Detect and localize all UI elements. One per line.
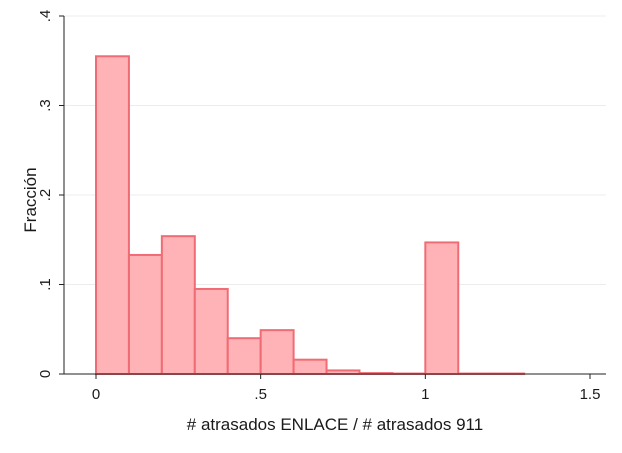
histogram-bar [424, 241, 460, 375]
x-tick-label: 1 [421, 386, 429, 403]
y-axis-title: Fracción [21, 167, 40, 232]
x-tick-label: 1.5 [580, 386, 601, 403]
x-axis-ticks: 0 .5 1 1.5 [92, 374, 601, 403]
histogram-bar [226, 337, 262, 376]
x-tick-label: 0 [92, 386, 100, 403]
y-tick-label: 0 [37, 370, 54, 378]
histogram-bar [160, 235, 196, 375]
y-tick-label: .3 [37, 99, 54, 112]
histogram-bar [95, 55, 130, 376]
histogram-bar [193, 287, 229, 376]
y-tick-label: .1 [37, 278, 54, 291]
x-tick-label: .5 [254, 386, 267, 403]
histogram-bars [95, 55, 526, 376]
y-axis-ticks: 0 .1 .2 .3 .4 [37, 10, 64, 378]
y-tick-label: .2 [37, 189, 54, 202]
histogram-bar [259, 329, 295, 375]
grid-lines [64, 15, 606, 285]
histogram-bar [292, 358, 328, 375]
x-axis-title: # atrasados ENLACE / # atrasados 911 [187, 415, 483, 434]
histogram-bar [325, 369, 361, 376]
histogram-bar [127, 253, 163, 375]
y-tick-label: .4 [37, 10, 54, 23]
